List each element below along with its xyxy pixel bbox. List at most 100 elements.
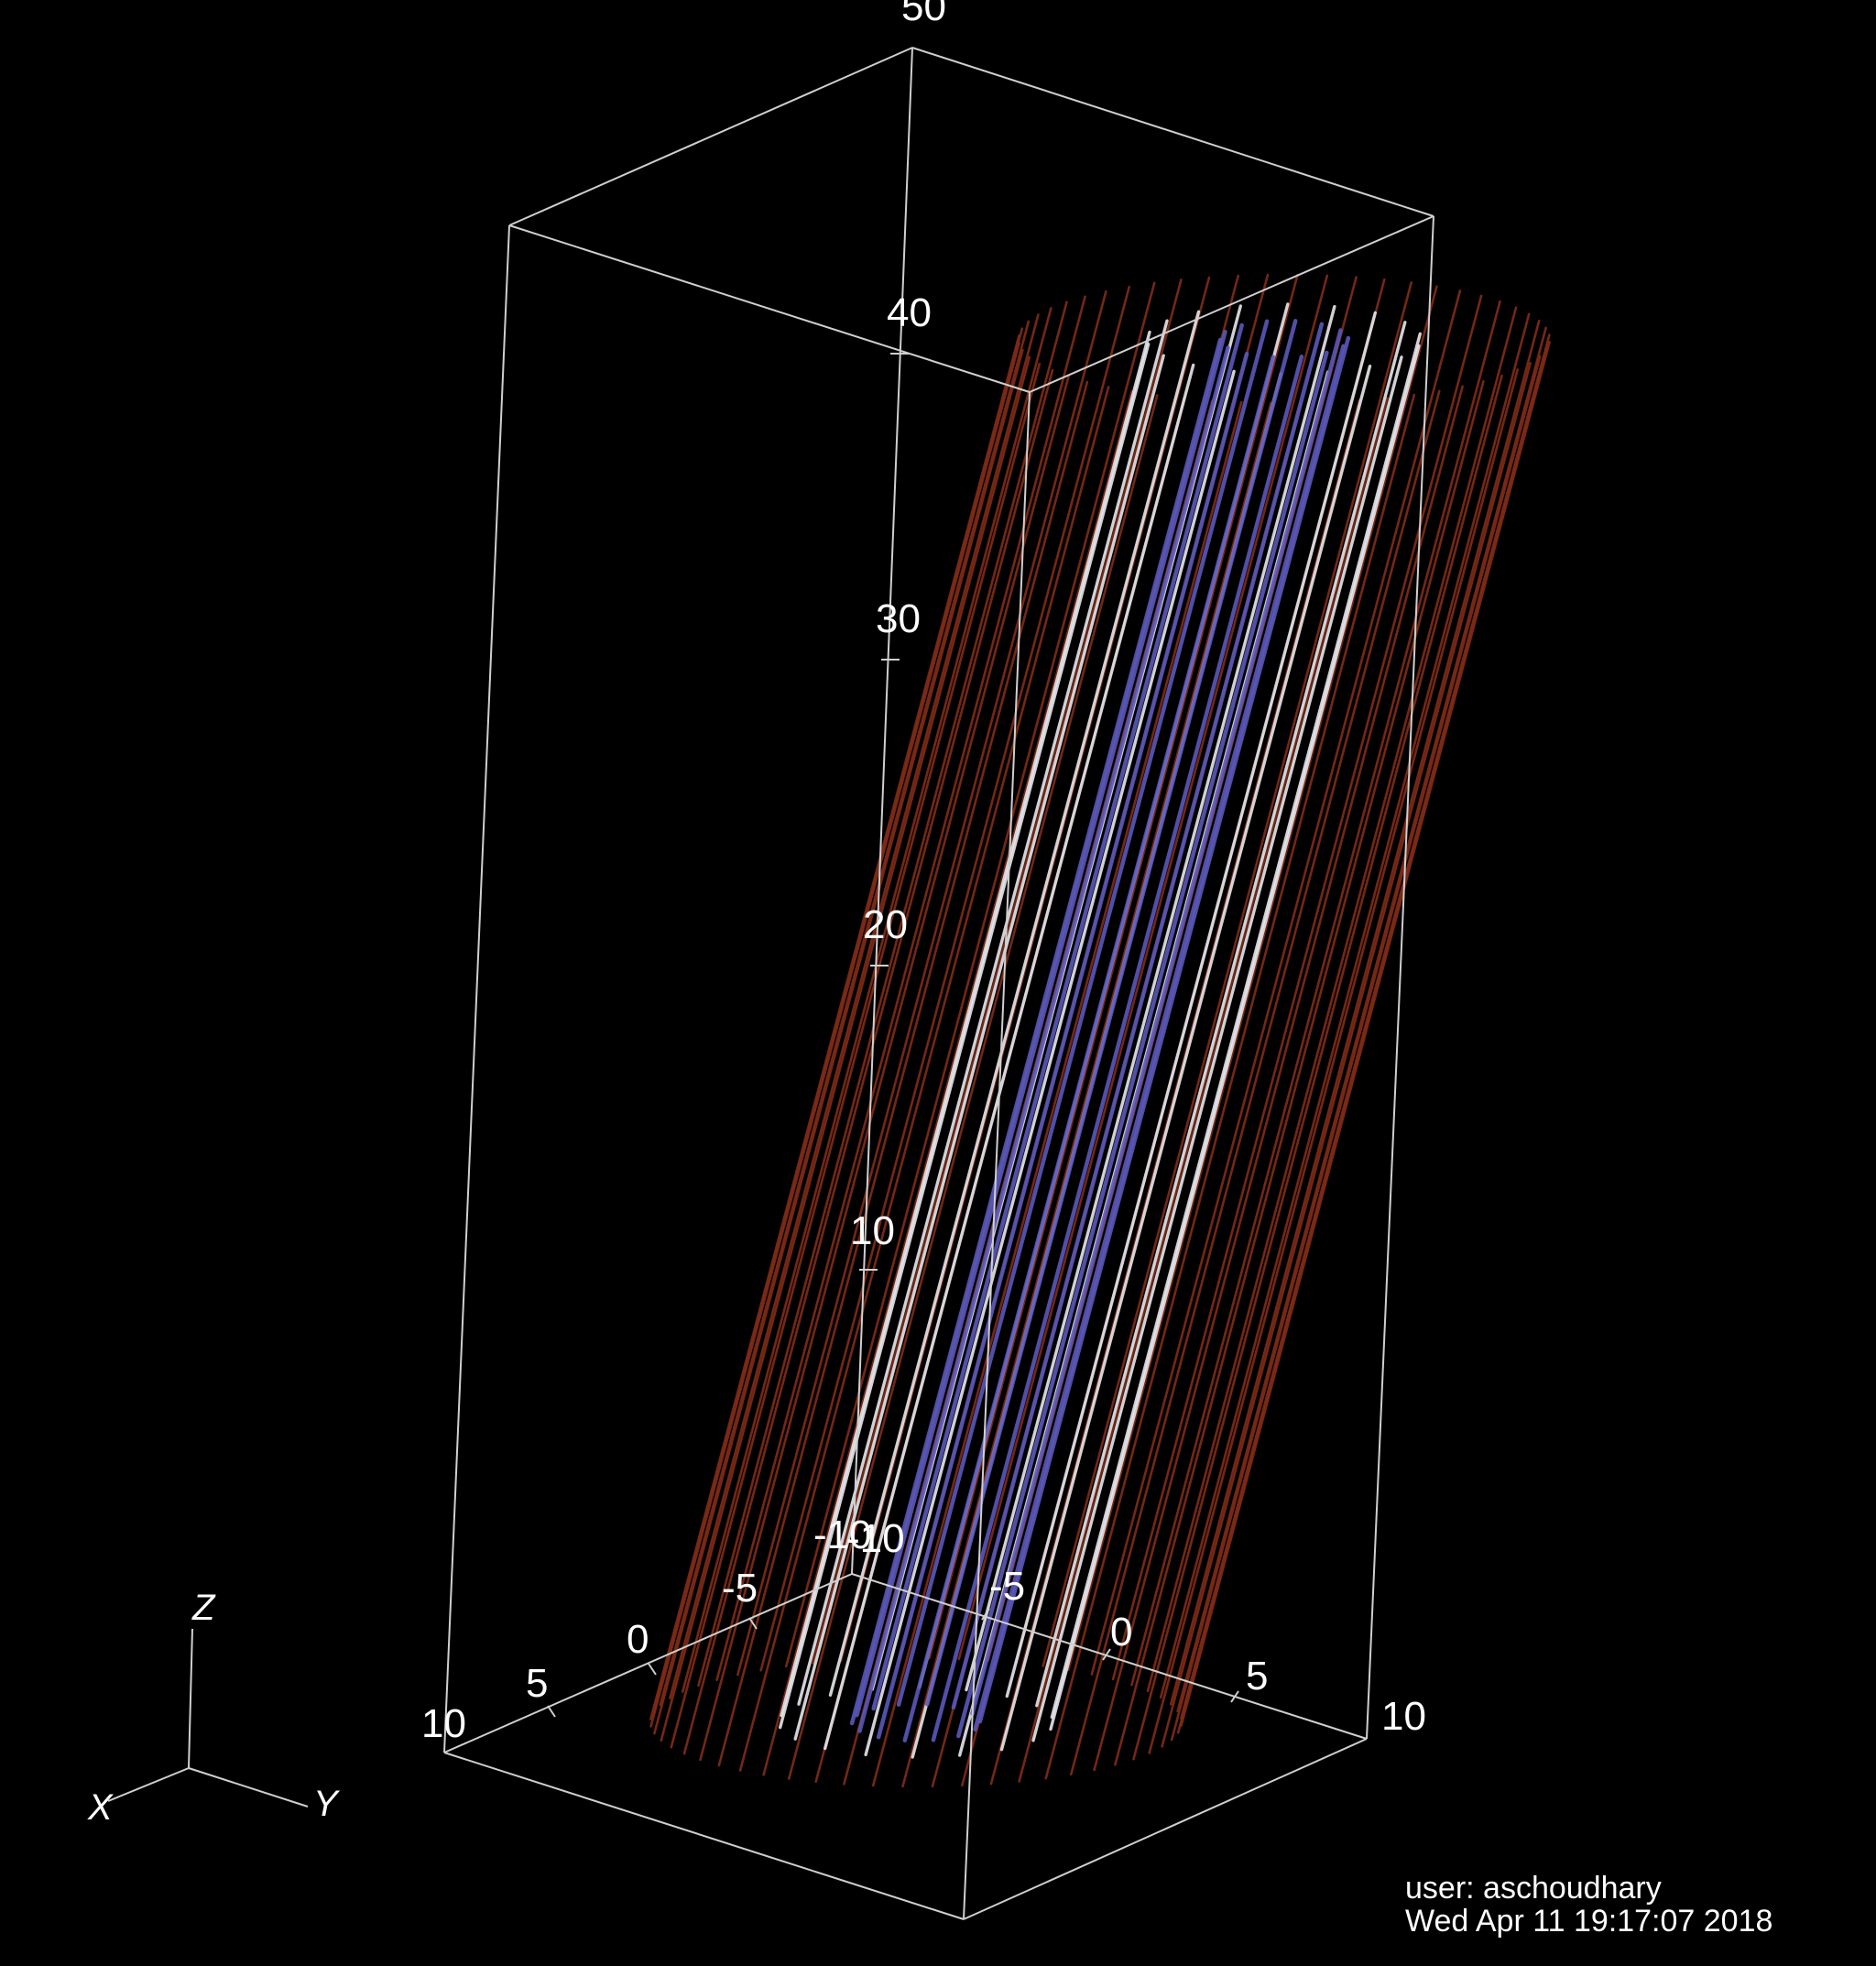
inner-field-line (902, 355, 1276, 1742)
outer-field-line (699, 375, 1070, 1762)
orientation-triad: Z X Y (87, 1588, 341, 1828)
inner-field-line (956, 350, 1329, 1739)
outer-field-line (871, 400, 1243, 1787)
middle-field-line (793, 354, 1165, 1741)
middle-field-line (999, 365, 1372, 1752)
outer-field-line (681, 307, 1053, 1693)
outer-field-line (784, 281, 1156, 1668)
tick-mark (547, 1705, 556, 1718)
outer-field-line (1169, 319, 1541, 1706)
outer-field-line (1044, 393, 1416, 1780)
box-edge (508, 224, 1031, 393)
middle-field-line (797, 319, 1169, 1706)
outer-field-line (901, 401, 1272, 1788)
box-edge (963, 1738, 1368, 1920)
triad-z-axis (188, 1628, 193, 1769)
inner-field-line (931, 355, 1304, 1742)
y-tick-label: 10 (1381, 1694, 1426, 1739)
middle-field-line (779, 342, 1151, 1730)
x-tick-label: 10 (421, 1701, 466, 1746)
box-edge (443, 224, 510, 1753)
bounding-box (443, 47, 1434, 1920)
inner-field-line (896, 319, 1270, 1707)
outer-field-line (717, 380, 1089, 1767)
outer-field-line (736, 289, 1107, 1677)
triad-x-axis (107, 1767, 190, 1802)
box-edge (851, 47, 913, 1575)
box-edge (851, 1573, 1368, 1740)
outer-field-line (682, 368, 1054, 1755)
triad-x-label: X (87, 1787, 114, 1828)
middle-field-line (828, 310, 1201, 1698)
box-edge (443, 1573, 853, 1753)
box-edge (1366, 215, 1434, 1740)
outer-field-line (1132, 374, 1503, 1761)
tick-mark (1230, 1690, 1239, 1703)
outer-field-line (1180, 333, 1551, 1720)
x-axis-labels: 10 5 0 -5 -10 (421, 1513, 872, 1746)
outer-field-line (660, 355, 1031, 1742)
middle-field-line (1031, 355, 1403, 1742)
outer-field-line (1093, 385, 1464, 1772)
inner-field-line (876, 351, 1249, 1740)
middle-field-line (780, 330, 1151, 1718)
middle-field-line (965, 304, 1336, 1692)
box-edge (1029, 215, 1434, 393)
y-tick-label: 5 (1246, 1654, 1268, 1698)
inner-field-line (951, 322, 1325, 1710)
outer-field-line (738, 386, 1110, 1772)
outer-field-line (1090, 289, 1462, 1676)
outer-field-line (1176, 326, 1547, 1713)
outer-field-line (1067, 285, 1438, 1671)
y-tick-label: 0 (1110, 1610, 1132, 1655)
outer-field-line (1161, 362, 1532, 1748)
box-edge (963, 391, 1031, 1920)
tick-marks (547, 353, 1239, 1718)
y-axis-labels: -10 -5 0 5 10 (846, 1516, 1426, 1739)
inner-field-line (849, 337, 1223, 1726)
inner-field-line (855, 329, 1227, 1718)
tick-mark (748, 1617, 758, 1630)
x-tick-label: 5 (526, 1661, 548, 1706)
inner-field-line (857, 345, 1230, 1733)
tick-mark (648, 1663, 657, 1676)
user-annotation: user: aschoudhary Wed Apr 11 19:17:07 20… (1405, 1871, 1772, 1939)
outer-field-line (787, 394, 1159, 1780)
outer-field-line (1159, 312, 1531, 1699)
z-tick-label: 20 (863, 902, 908, 947)
x-tick-label: 0 (627, 1617, 649, 1662)
outer-field-line (1018, 397, 1389, 1783)
outer-field-line (762, 389, 1133, 1776)
inner-field-line (977, 335, 1351, 1724)
outer-field-line (1042, 281, 1412, 1667)
middle-field-line (1035, 321, 1407, 1708)
middle-field-line (823, 363, 1195, 1751)
box-edge (508, 47, 913, 226)
outer-field-line (659, 320, 1031, 1707)
outer-field-line (1170, 355, 1542, 1742)
inner-field-line (924, 319, 1298, 1707)
outer-field-line (653, 348, 1024, 1735)
outer-field-line (1070, 389, 1441, 1776)
outer-field-line (1148, 368, 1519, 1754)
outer-field-line (957, 274, 1329, 1661)
outer-field-line (812, 279, 1183, 1665)
outer-field-line (670, 362, 1042, 1749)
middle-field-line (1005, 311, 1378, 1698)
middle-field-line (1050, 332, 1423, 1720)
z-tick-label: 10 (850, 1208, 895, 1253)
box-edge (911, 47, 1434, 217)
x-tick-label: -10 (813, 1513, 872, 1557)
outer-field-line (652, 327, 1024, 1713)
box-edge (443, 1752, 965, 1920)
outer-field-line (928, 273, 1299, 1660)
outer-field-line (1130, 300, 1501, 1687)
triad-y-axis (188, 1767, 309, 1808)
triad-z-label: Z (191, 1588, 216, 1628)
outer-field-line (1146, 306, 1518, 1693)
tick-mark (1102, 1648, 1111, 1661)
render-timestamp: Wed Apr 11 19:17:07 2018 (1405, 1904, 1772, 1939)
z-tick-label: 50 (901, 0, 946, 29)
